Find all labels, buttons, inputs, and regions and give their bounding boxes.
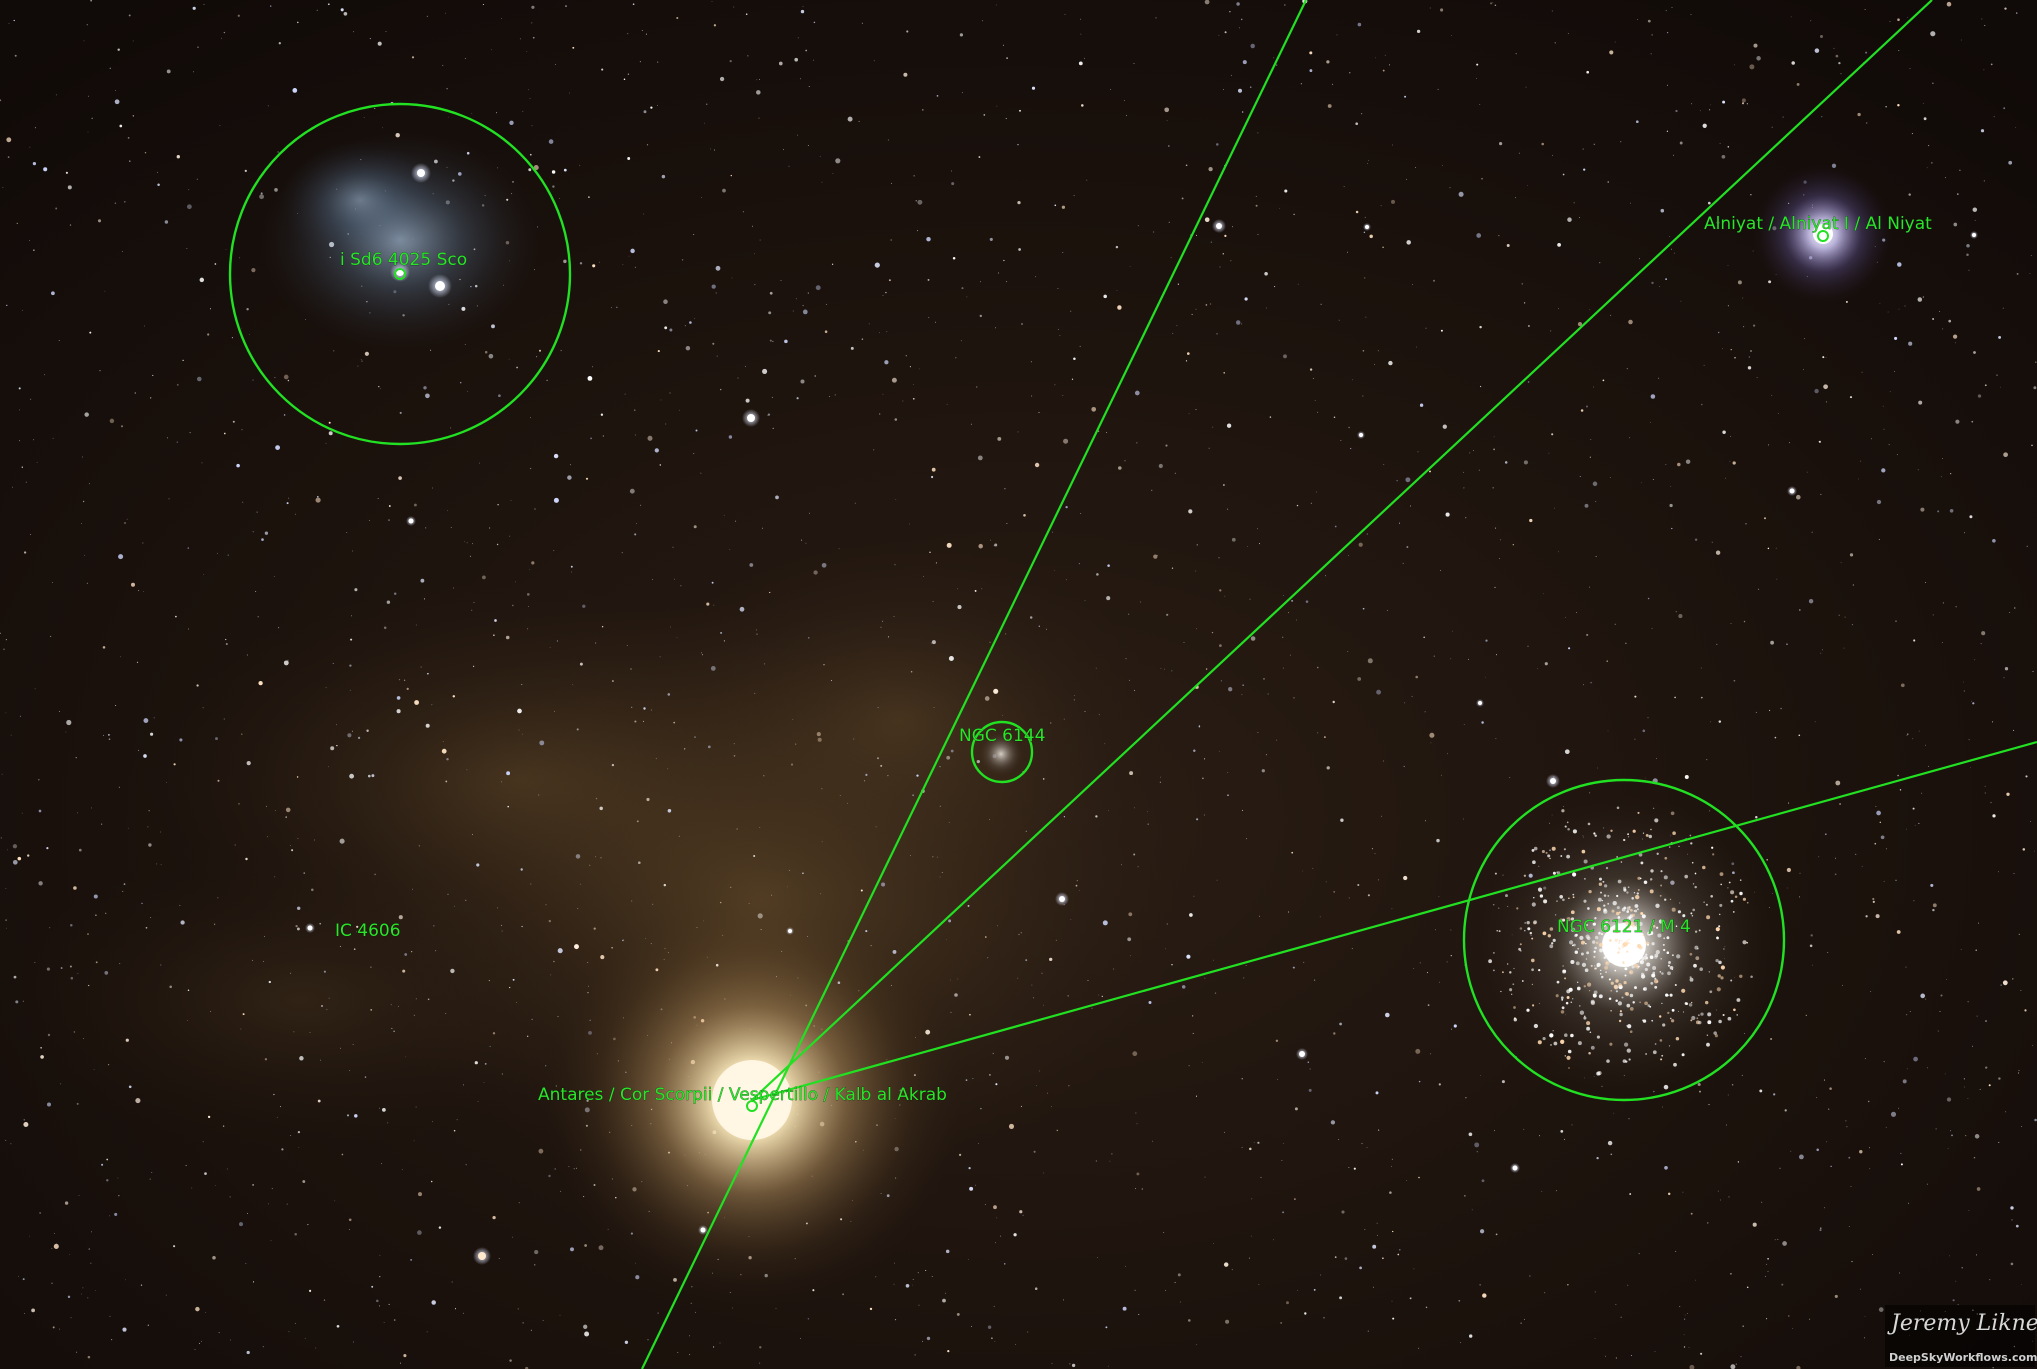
ngc-6144-circle [970,720,1034,784]
i-sco-marker [394,268,406,280]
annotation-circles [228,102,1829,1112]
label-ngc-6121: NGC 6121 / M 4 [1557,917,1691,937]
ngc-6144-cluster [979,732,1023,776]
pointer-line-3 [751,740,2037,1102]
reflection-nebula [260,130,540,350]
i-sco-circle [228,102,572,446]
label-antares: Antares / Cor Scorpii / Vespertillo / Ka… [538,1085,947,1105]
alniyat-star [1753,164,1893,304]
m4-globular-cluster [1474,795,1774,1095]
ngc-6121-circle [1462,778,1786,1102]
label-ic-4606: IC 4606 [335,921,401,941]
label-ngc-6144: NGC 6144 [959,726,1045,746]
bright-stars [305,219,1978,1265]
label-alniyat: Alniyat / Alniyat I / Al Niyat [1704,214,1932,234]
annotation-lines [641,0,2037,1369]
object-labels: i Sd6 4025 Sco Alniyat / Alniyat I / Al … [335,214,1933,1105]
watermark-site: DeepSkyWorkflows.com [1889,1351,2037,1364]
watermark: Jeremy Likness DeepSkyWorkflows.com [1885,1305,2037,1367]
pointer-line-2 [751,0,1933,1101]
watermark-name: Jeremy Likness [1887,1311,2037,1336]
alniyat-marker [1817,230,1829,242]
antares-marker [746,1100,758,1112]
pointer-line-1 [641,0,1307,1369]
label-i-sco: i Sd6 4025 Sco [340,250,467,270]
